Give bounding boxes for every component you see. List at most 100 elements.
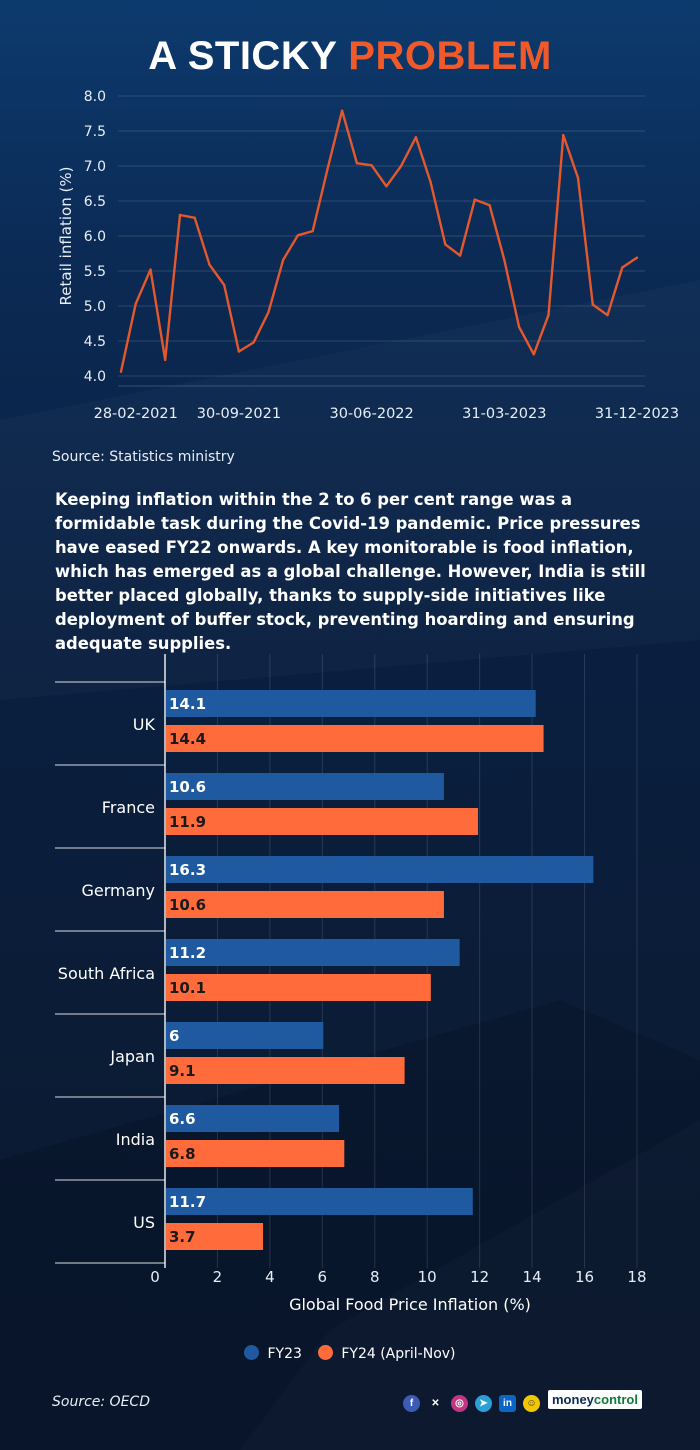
data-point	[591, 303, 594, 306]
data-point	[488, 204, 491, 207]
retail-inflation-line-chart: 8.0 7.5 7.0 6.5 6.0 5.5 5.0 4.5 4.0 Retail inflat…	[57, 89, 679, 422]
bar-fy24	[166, 725, 544, 752]
data-point	[503, 258, 506, 261]
data-point	[223, 283, 226, 287]
y-tick-label: 8.0	[84, 89, 106, 105]
bar-fy23	[166, 856, 594, 883]
x-tick-label: 18	[627, 1268, 646, 1286]
line-chart-source: Source: Statistics ministry	[52, 449, 235, 465]
summary-paragraph: Keeping inflation within the 2 to 6 per …	[55, 490, 646, 653]
snapchat-icon[interactable]: ☺	[523, 1394, 540, 1412]
bar-value-label: 10.1	[169, 979, 206, 997]
y-tick-label: 6.0	[84, 229, 106, 245]
x-tick-label: 0	[150, 1268, 160, 1286]
bar-value-label: 9.1	[169, 1062, 196, 1080]
bar-fy23	[166, 773, 444, 800]
category-label: Germany	[81, 881, 155, 900]
bar-value-label: 10.6	[169, 896, 206, 914]
y-tick-label: 6.5	[84, 194, 106, 210]
food-inflation-bar-chart: 0 2 4 6 8 10 12 14 16 18 UK 14.1 14.4 France 10.6 11.9 G…	[55, 654, 647, 1314]
bar-value-label: 6	[169, 1027, 179, 1045]
data-point	[429, 180, 432, 184]
legend-item-fy24: FY24 (April-Nov)	[318, 1345, 456, 1362]
y-tick-label: 4.0	[84, 369, 106, 385]
bar-fy24	[166, 974, 431, 1001]
x-tick-label: 31-03-2023	[462, 406, 546, 422]
x-axis-title: Global Food Price Inflation (%)	[289, 1295, 531, 1314]
bar-fy24	[166, 1140, 345, 1167]
bar-fy23	[166, 1022, 324, 1049]
x-tick-label: 6	[318, 1268, 328, 1286]
bar-value-label: 3.7	[169, 1228, 196, 1246]
bar-fy24	[166, 891, 444, 918]
category-label: US	[133, 1213, 155, 1232]
data-point	[635, 256, 639, 259]
data-point	[252, 341, 255, 344]
y-tick-label: 7.0	[84, 159, 106, 175]
x-icon[interactable]: ✕	[431, 1397, 440, 1409]
linkedin-icon[interactable]: in	[499, 1394, 516, 1412]
data-point	[149, 268, 152, 271]
y-tick-label: 7.5	[84, 124, 106, 140]
legend-dot-fy24	[318, 1345, 334, 1360]
data-point	[606, 313, 609, 317]
instagram-icon[interactable]: ◎	[451, 1394, 468, 1412]
bar-fy23	[166, 1105, 340, 1132]
legend-label-fy23: FY23	[267, 1346, 302, 1362]
data-point	[355, 162, 359, 165]
bar-fy24	[166, 1057, 405, 1084]
data-point	[547, 313, 550, 317]
data-point	[444, 243, 447, 246]
bar-value-label: 6.8	[169, 1145, 196, 1163]
facebook-icon[interactable]: f	[403, 1394, 420, 1412]
data-point	[576, 176, 580, 180]
bar-value-label: 11.2	[169, 944, 206, 962]
data-point	[193, 216, 196, 219]
legend-dot-fy23	[244, 1345, 260, 1360]
brand-part2: control	[593, 1392, 638, 1407]
bar-value-label: 14.4	[169, 730, 206, 748]
title-part1: A STICKY	[148, 34, 337, 78]
y-tick-label: 5.0	[84, 299, 106, 315]
data-point	[340, 109, 344, 112]
social-icons: f ✕ ◎ ➤ in ☺	[403, 1393, 547, 1413]
y-tick-label: 5.5	[84, 264, 106, 280]
x-tick-label: 30-09-2021	[197, 406, 281, 422]
y-axis-title: Retail inflation (%)	[57, 167, 75, 306]
moneycontrol-logo: moneycontrol	[548, 1390, 642, 1409]
data-point	[399, 164, 403, 168]
legend-item-fy23: FY23	[244, 1345, 302, 1362]
data-point	[326, 168, 329, 171]
telegram-icon[interactable]: ➤	[475, 1394, 492, 1412]
y-tick-label: 4.5	[84, 334, 106, 350]
x-tick-label: 16	[575, 1268, 594, 1286]
data-point	[119, 370, 123, 373]
bar-value-label: 14.1	[169, 695, 206, 713]
x-tick-label: 2	[213, 1268, 223, 1286]
data-point	[164, 358, 167, 362]
bar-fy24	[166, 808, 479, 835]
bar-fy23	[166, 939, 460, 966]
bar-fy23	[166, 690, 536, 717]
data-point	[178, 213, 182, 217]
data-point	[296, 234, 300, 237]
data-point	[473, 198, 477, 201]
data-point	[311, 229, 314, 233]
category-label: UK	[133, 715, 156, 734]
category-label: Japan	[109, 1047, 155, 1066]
bar-value-label: 16.3	[169, 861, 206, 879]
data-point	[414, 136, 418, 139]
data-point	[134, 302, 137, 306]
data-point	[237, 350, 241, 353]
bar-chart-source: Source: OECD	[52, 1394, 150, 1410]
page-title: A STICKY PROBLEM	[0, 34, 700, 79]
category-label: South Africa	[58, 964, 155, 983]
inflation-series-line	[119, 109, 638, 373]
title-part2: PROBLEM	[348, 34, 552, 78]
bar-value-label: 6.6	[169, 1110, 196, 1128]
category-label: France	[102, 798, 155, 817]
bar-value-label: 11.9	[169, 813, 206, 831]
category-label: India	[116, 1130, 155, 1149]
bar-value-label: 11.7	[169, 1193, 206, 1211]
bar-fy23	[166, 1188, 473, 1215]
